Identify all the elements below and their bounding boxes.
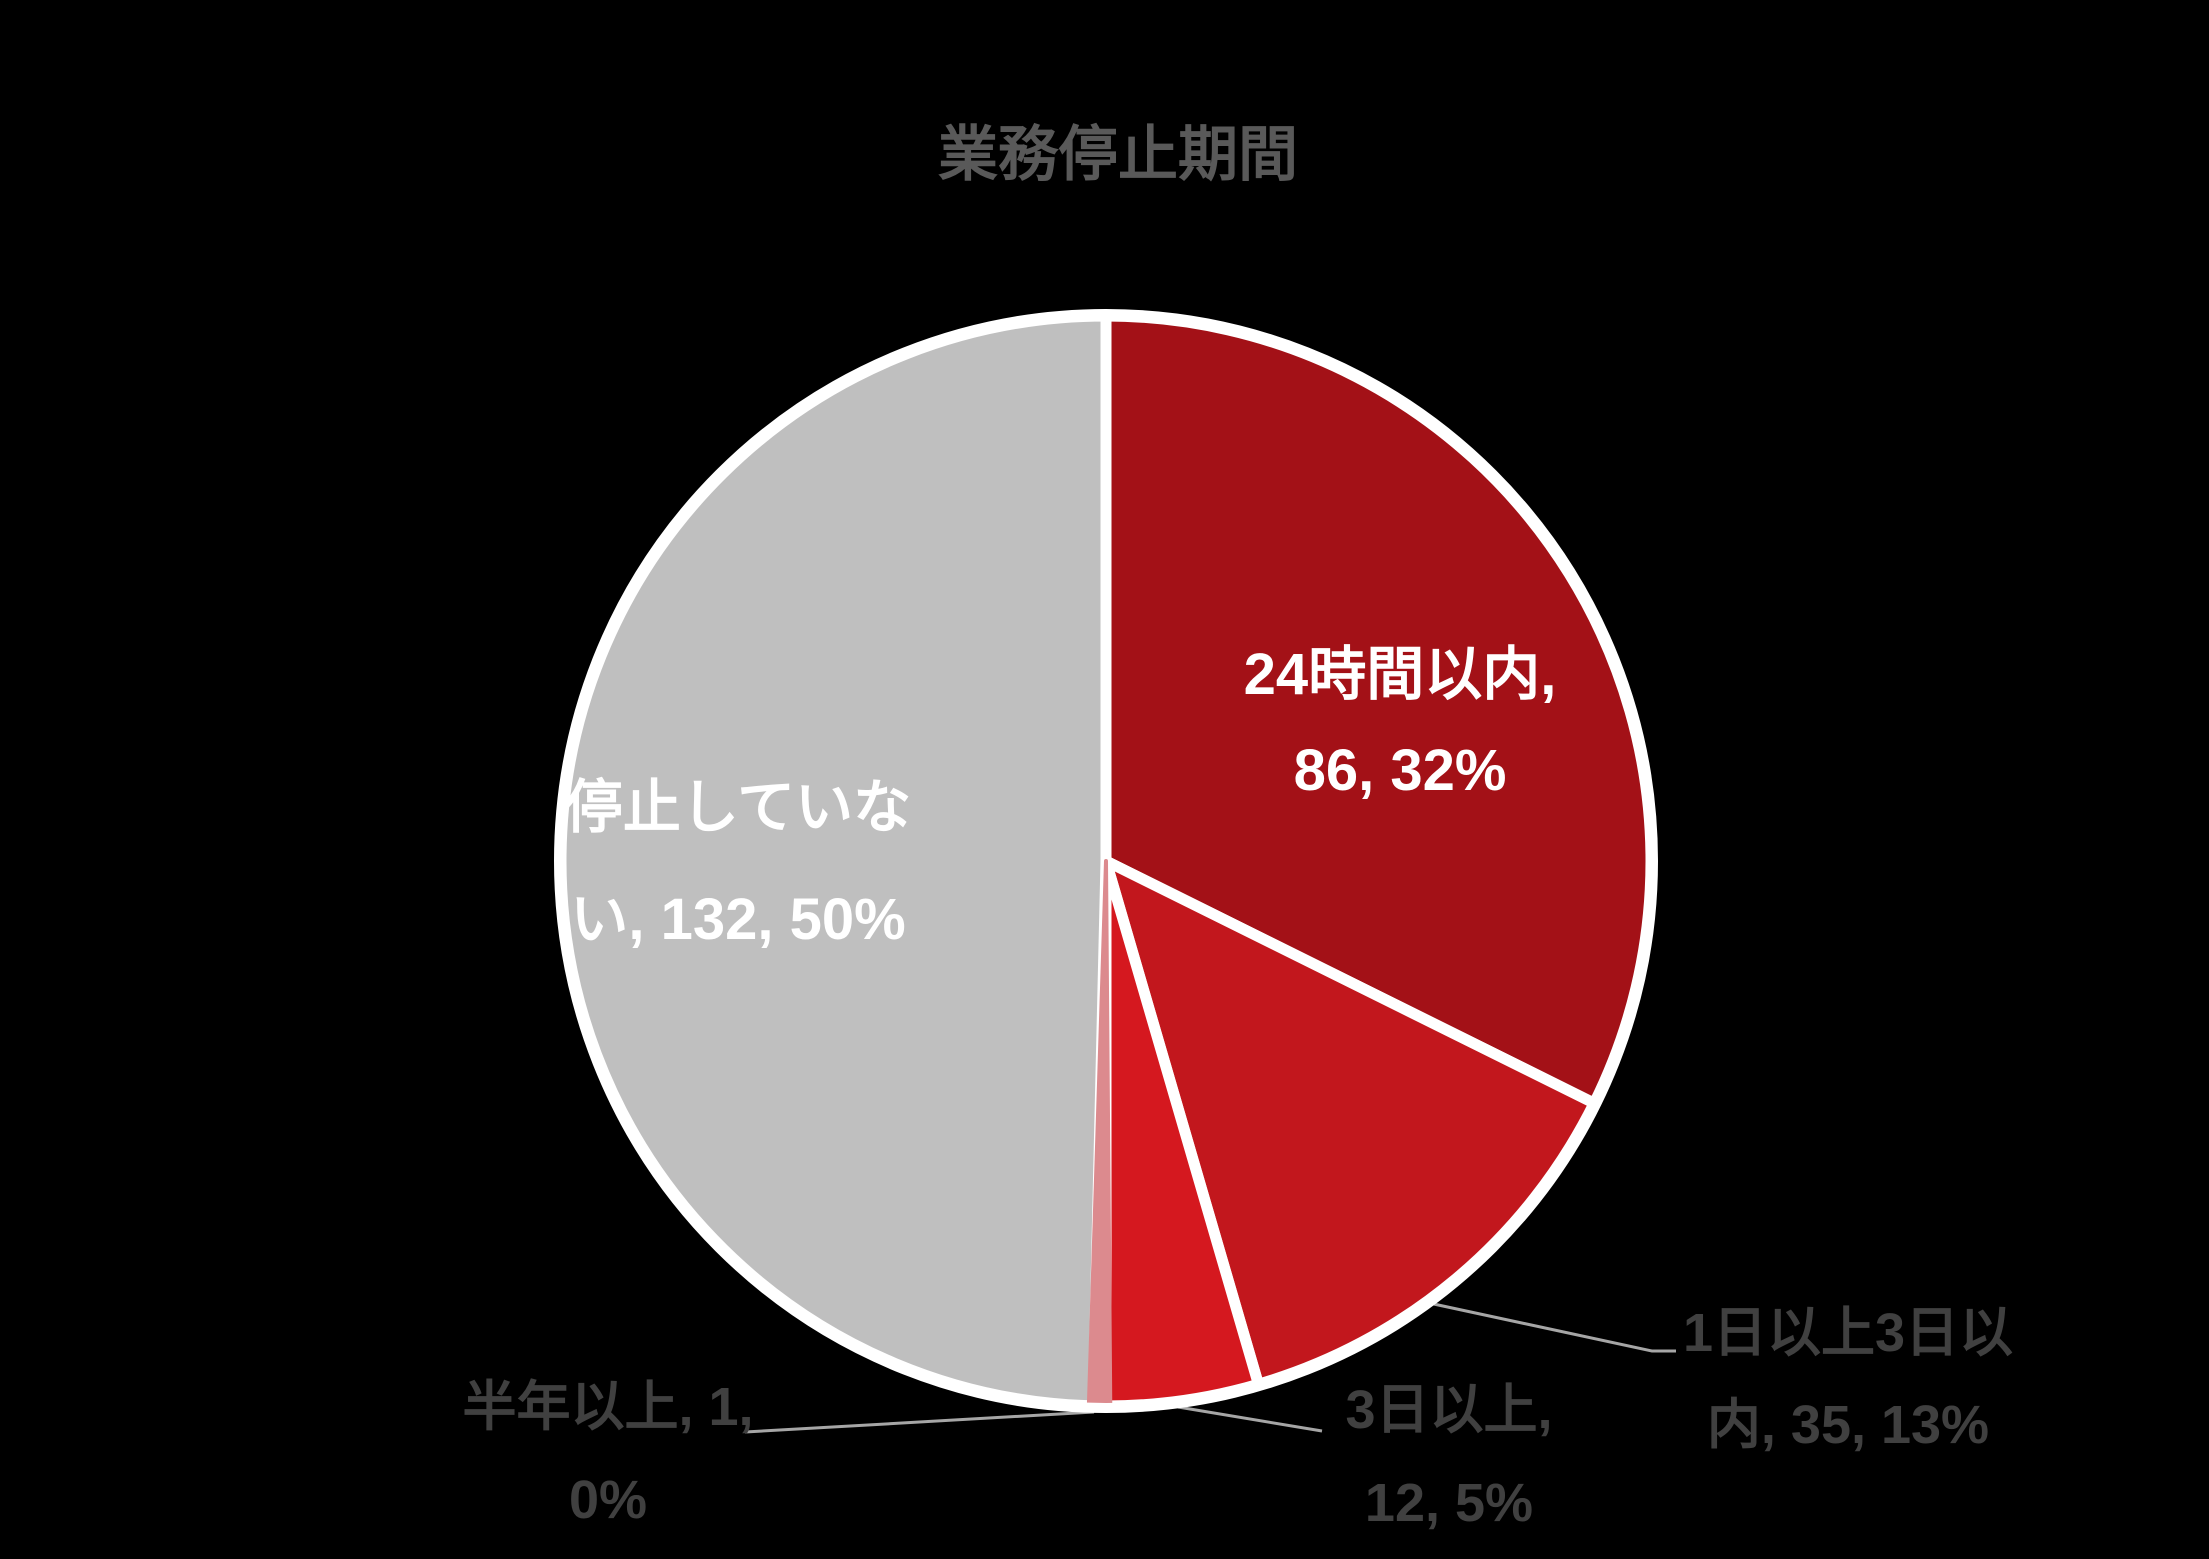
chart-title: 業務停止期間 [938,121,1298,188]
data-label-not-stopped-line2: い, 132, 50% [570,887,906,952]
leader-line-3d [1177,1405,1323,1433]
data-label-24h: 24時間以内, 86, 32% [1244,627,1557,819]
leader-line-half-year [744,1410,1095,1434]
data-label-3d: 3日以上, 12, 5% [1345,1364,1552,1550]
data-label-3d-line1: 3日以上, [1345,1380,1553,1440]
data-label-1d-3d: 1日以上3日以 内, 35, 13% [1683,1287,2013,1471]
data-label-1d-3d-line1: 1日以上3日以 [1682,1303,2014,1363]
data-label-not-stopped: 停止していな い, 132, 50% [565,752,911,976]
data-label-half-year: 半年以上, 1, 0% [462,1361,753,1547]
leader-lines [744,1301,1676,1434]
data-label-half-year-line1: 半年以上, 1, [462,1377,754,1437]
pie-slices [554,309,1658,1413]
data-label-half-year-line2: 0% [568,1470,648,1530]
data-label-24h-line2: 86, 32% [1293,738,1507,803]
data-label-not-stopped-line1: 停止していな [564,775,912,840]
data-label-1d-3d-line2: 内, 35, 13% [1706,1395,1990,1455]
leader-line-1d-3d [1428,1301,1676,1353]
data-label-3d-line2: 12, 5% [1364,1473,1534,1533]
pie-outer-rim [554,309,1658,1413]
data-label-24h-line1: 24時間以内, [1243,642,1557,707]
